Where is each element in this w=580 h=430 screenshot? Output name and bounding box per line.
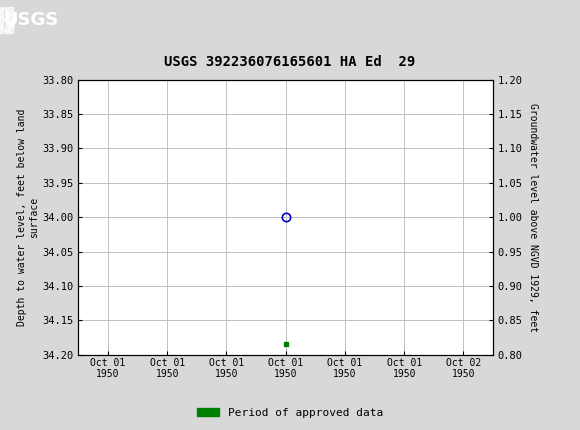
Bar: [5, 25, 8, 33]
Text: USGS 392236076165601 HA Ed  29: USGS 392236076165601 HA Ed 29: [164, 55, 416, 69]
Text: USGS: USGS: [3, 12, 58, 29]
Bar: [0, 25, 3, 33]
Y-axis label: Depth to water level, feet below land
surface: Depth to water level, feet below land su…: [17, 108, 39, 326]
Bar: [0, 16, 3, 24]
Bar: [9, 7, 13, 15]
Bar: [9, 16, 13, 24]
Bar: [5, 16, 8, 24]
Y-axis label: Groundwater level above NGVD 1929, feet: Groundwater level above NGVD 1929, feet: [528, 103, 538, 332]
Bar: [0, 7, 3, 15]
Bar: [9, 25, 13, 33]
Legend: Period of approved data: Period of approved data: [193, 403, 387, 422]
Bar: [5, 7, 8, 15]
